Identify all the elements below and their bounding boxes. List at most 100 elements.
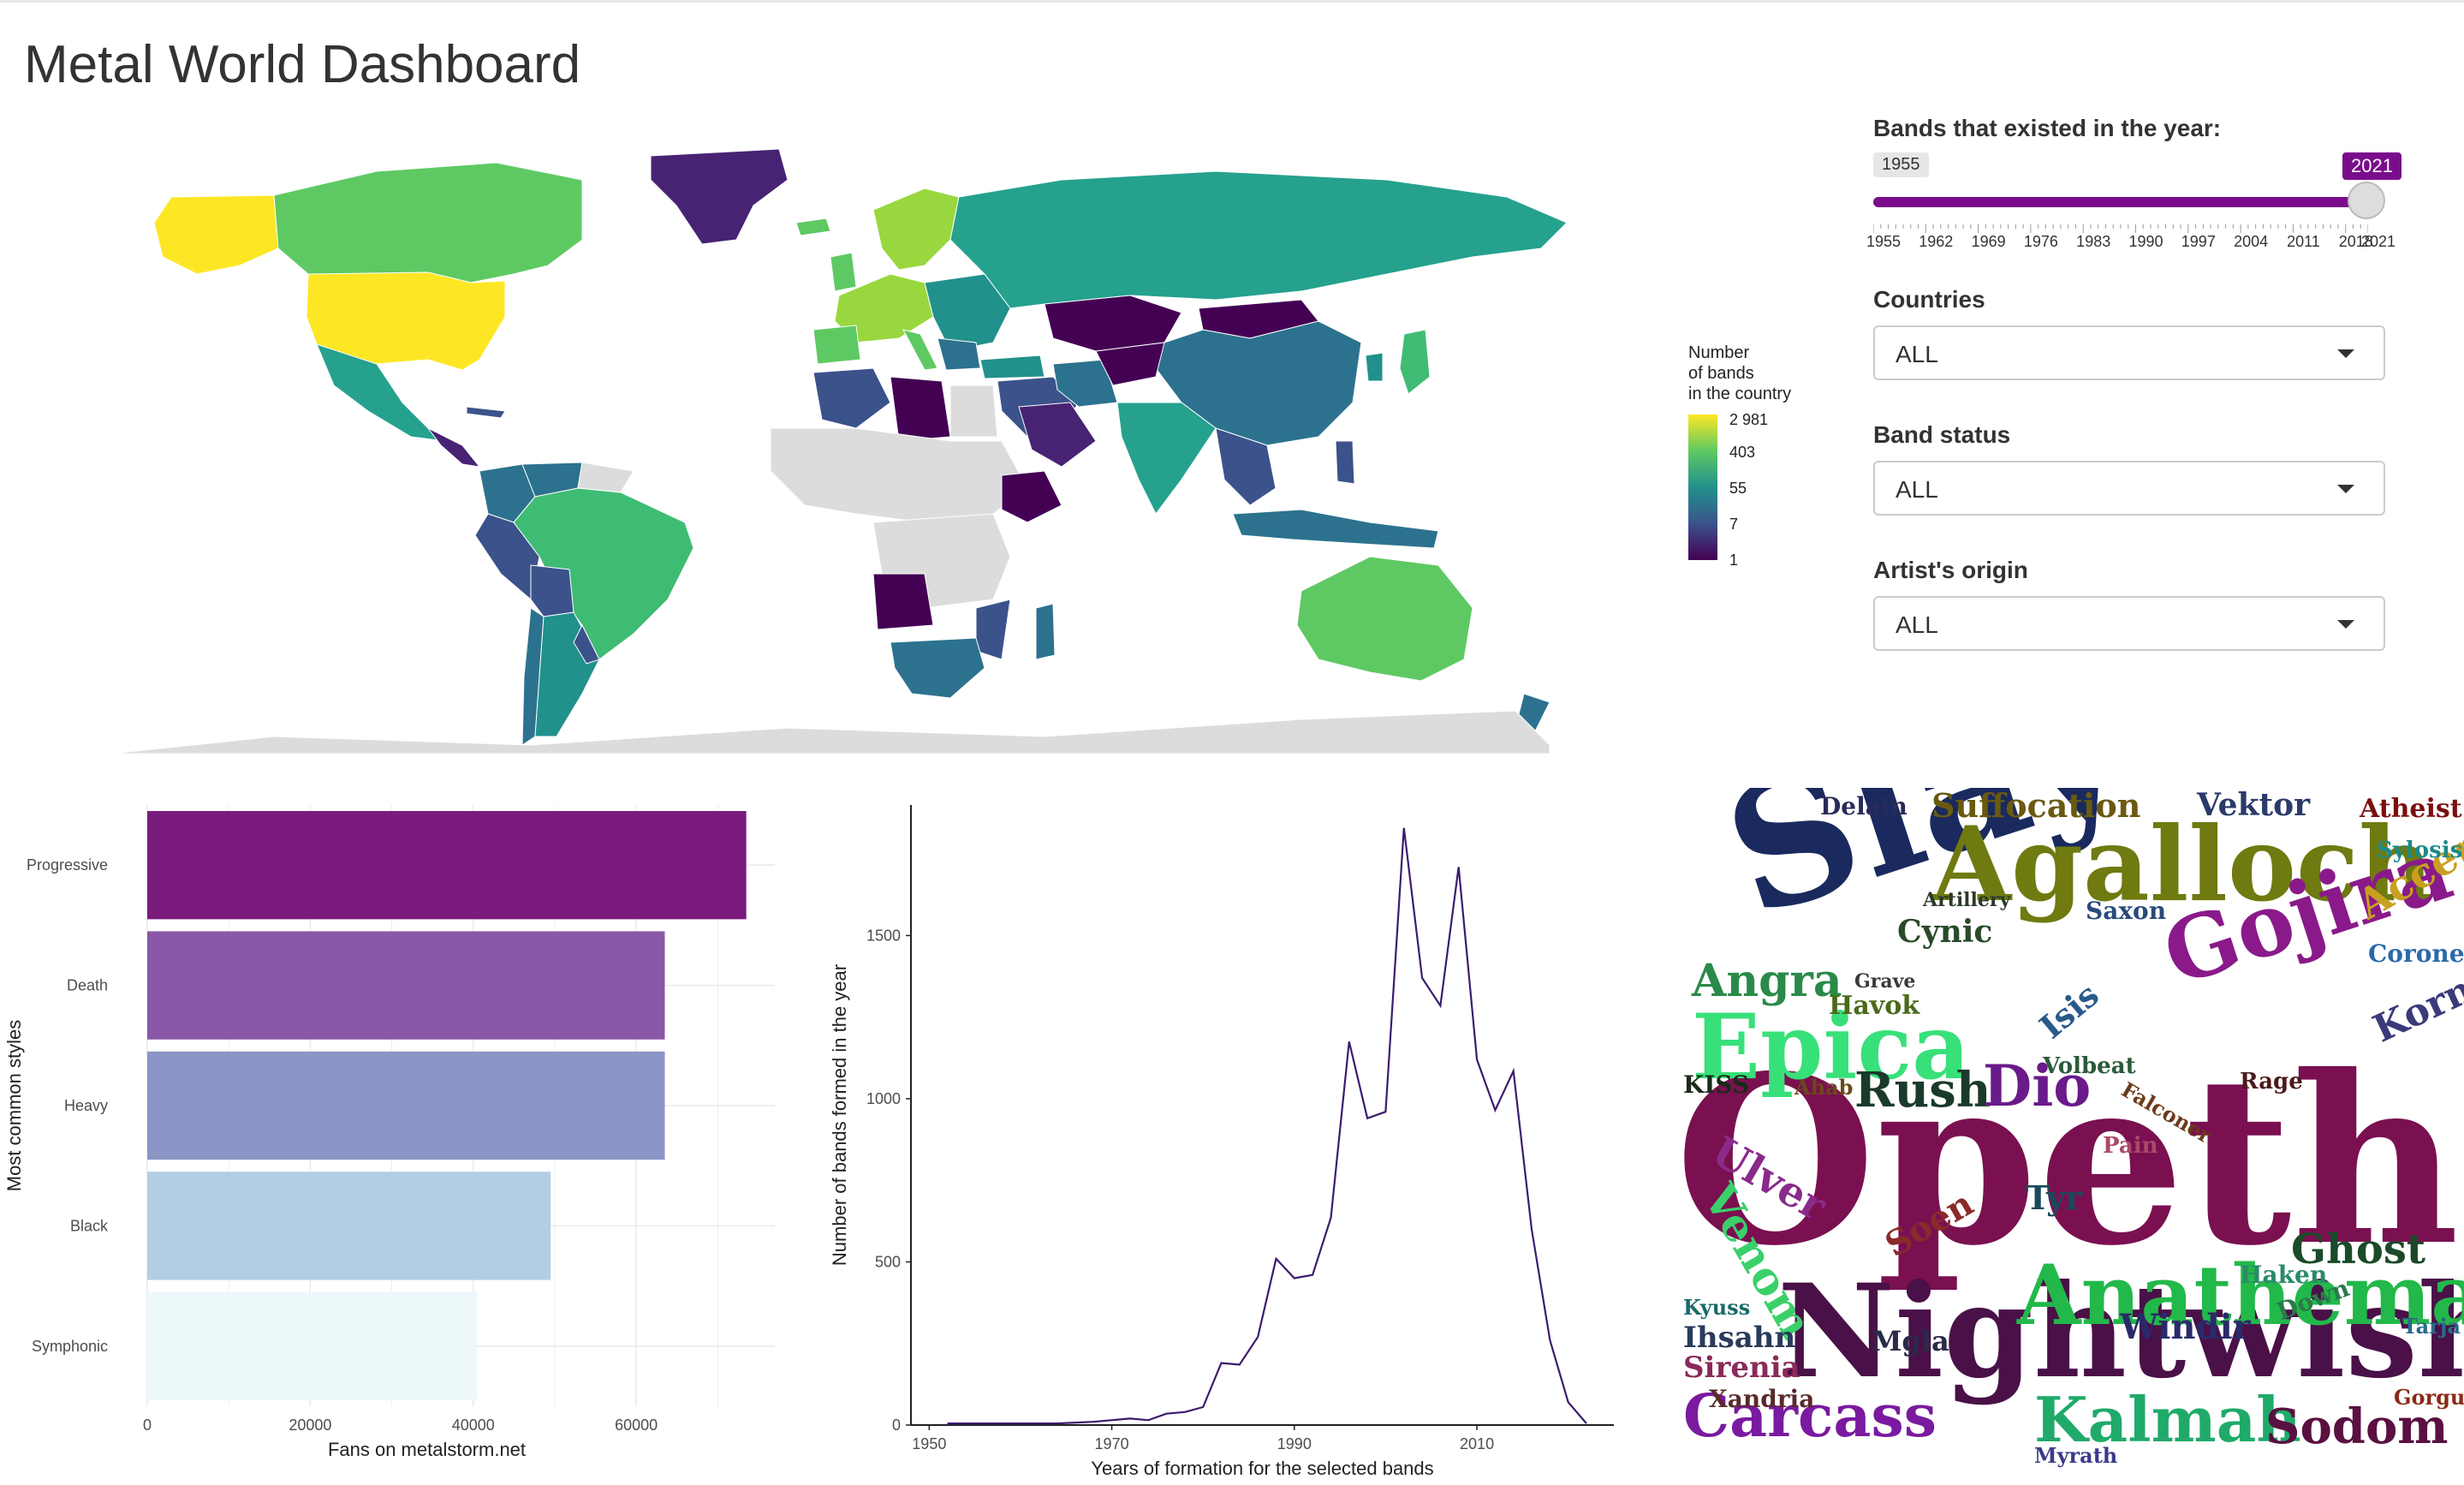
slider-max-badge: 2021 xyxy=(2342,152,2402,180)
country-sahel[interactable] xyxy=(770,427,1028,523)
page-title: Metal World Dashboard xyxy=(24,35,581,94)
country-indonesia[interactable] xyxy=(1232,509,1439,549)
band-status-select[interactable]: ALL xyxy=(1873,461,2385,516)
bar-x-tick: 60000 xyxy=(615,1416,658,1434)
country-scandinavia[interactable] xyxy=(872,188,960,271)
artist-origin-select[interactable]: ALL xyxy=(1873,596,2385,651)
slider-year-label: 1962 xyxy=(1919,233,1954,250)
top-border xyxy=(0,0,2464,3)
legend-color-bar xyxy=(1688,414,1717,560)
country-brazil[interactable] xyxy=(513,487,694,660)
legend-title-line-1: Number xyxy=(1688,343,1750,362)
country-saudi-arabia[interactable] xyxy=(1018,402,1097,468)
wordcloud-word: Cynic xyxy=(1897,914,1993,950)
country-southeast-asia[interactable] xyxy=(1215,427,1277,506)
country-alaska[interactable] xyxy=(153,194,279,275)
map-countries[interactable] xyxy=(110,148,1568,754)
country-greenland[interactable] xyxy=(650,148,789,245)
legend-tick: 55 xyxy=(1729,480,1747,497)
country-antarctica[interactable] xyxy=(110,710,1550,754)
bar-x-tick: 0 xyxy=(143,1416,152,1434)
band-status-label: Band status xyxy=(1873,421,2011,448)
country-iberia[interactable] xyxy=(812,325,861,365)
country-russia[interactable] xyxy=(949,170,1568,309)
legend-tick: 403 xyxy=(1729,444,1756,461)
world-choropleth-map[interactable] xyxy=(103,146,1601,754)
slider-year-label: 1955 xyxy=(1866,233,1902,250)
styles-bar-chart: Progressive Death Heavy Black Symphonic 0 2000… xyxy=(3,805,775,1460)
bar-category-label: Heavy xyxy=(64,1097,108,1114)
bar-symphonic xyxy=(147,1291,478,1400)
wordcloud-word: Coroner xyxy=(2368,939,2464,968)
bar-x-tick: 20000 xyxy=(289,1416,331,1434)
countries-select[interactable]: ALL xyxy=(1873,325,2385,380)
country-bolivia[interactable] xyxy=(530,564,574,617)
chevron-down-icon xyxy=(2337,485,2354,493)
line-x-tick: 2010 xyxy=(1460,1435,1494,1452)
wordcloud-word: Mgla xyxy=(1872,1325,1949,1357)
legend-title-line-2: of bands xyxy=(1688,364,1754,383)
country-guyanas[interactable] xyxy=(577,462,634,493)
country-india[interactable] xyxy=(1116,402,1217,515)
country-uruguay[interactable] xyxy=(573,623,600,665)
country-korea[interactable] xyxy=(1365,352,1384,382)
year-slider-label: Bands that existed in the year: xyxy=(1873,115,2222,141)
wordcloud-word: Vektor xyxy=(2197,788,2311,823)
wordcloud-word: Suffocation xyxy=(1931,788,2141,825)
country-uk[interactable] xyxy=(830,252,857,292)
bar-category-label: Progressive xyxy=(27,856,108,874)
year-range-slider[interactable]: 1955 2021 1955 1962 1969 1976 1983 1990 1997 20… xyxy=(1866,146,2402,265)
line-series xyxy=(947,827,1587,1425)
map-legend: Number of bands in the country 2 981 403… xyxy=(1688,343,1825,569)
country-iceland[interactable] xyxy=(795,218,831,236)
bar-heavy xyxy=(147,1051,665,1160)
slider-year-label: 1969 xyxy=(1971,233,2006,250)
wordcloud-word: Sylosis xyxy=(2377,838,2463,863)
slider-year-label: 2004 xyxy=(2234,233,2269,250)
wordcloud-word: Haken xyxy=(2240,1261,2328,1289)
country-libya[interactable] xyxy=(890,376,951,442)
wordcloud-word: Tyr xyxy=(2026,1178,2083,1217)
country-cuba[interactable] xyxy=(466,406,506,419)
country-australia[interactable] xyxy=(1296,556,1473,682)
line-y-tick: 500 xyxy=(875,1253,901,1270)
wordcloud-word: Volbeat xyxy=(2043,1053,2136,1079)
wordcloud-word: Myrath xyxy=(2034,1443,2118,1468)
country-iran[interactable] xyxy=(1052,359,1118,408)
wordcloud-word: Agalloch xyxy=(1931,804,2434,925)
wordcloud-word: Pain xyxy=(2103,1133,2158,1159)
country-japan[interactable] xyxy=(1399,329,1431,395)
formation-line-chart: 0 500 1000 1500 1950 1970 1990 2010 Years of for… xyxy=(829,805,1614,1479)
wordcloud-word: Rage xyxy=(2240,1069,2303,1094)
slider-handle[interactable] xyxy=(2348,182,2385,219)
country-central-asia[interactable] xyxy=(1095,342,1165,386)
country-canada[interactable] xyxy=(273,162,583,283)
country-italy[interactable] xyxy=(902,329,938,371)
country-turkey[interactable] xyxy=(979,355,1045,379)
chevron-down-icon xyxy=(2337,349,2354,358)
slider-year-label: 1983 xyxy=(2076,233,2111,250)
country-balkans[interactable] xyxy=(937,337,981,371)
country-south-africa[interactable] xyxy=(890,637,985,699)
legend-tick: 7 xyxy=(1729,516,1739,533)
countries-label: Countries xyxy=(1873,286,1985,313)
country-ethiopia[interactable] xyxy=(1001,470,1062,523)
country-north-africa[interactable] xyxy=(812,367,891,429)
country-western-europe[interactable] xyxy=(834,273,934,343)
country-central-america[interactable] xyxy=(427,427,481,468)
legend-tick: 2 981 xyxy=(1729,411,1769,428)
band-status-select-value: ALL xyxy=(1896,476,1938,503)
bar-x-tick: 40000 xyxy=(452,1416,495,1434)
country-mozambique[interactable] xyxy=(975,599,1011,660)
slider-track[interactable] xyxy=(1873,197,2368,207)
wordcloud-word: Carcass xyxy=(1683,1382,1937,1451)
country-angola[interactable] xyxy=(872,573,934,630)
country-egypt[interactable] xyxy=(949,385,998,438)
wordcloud-word: Delain xyxy=(1820,792,1908,820)
line-y-tick: 0 xyxy=(892,1416,901,1434)
country-china[interactable] xyxy=(1155,320,1362,446)
country-madagascar[interactable] xyxy=(1035,603,1056,660)
slider-year-label: 2011 xyxy=(2287,233,2320,250)
wordcloud-word: Havok xyxy=(1829,991,1920,1021)
country-philippines[interactable] xyxy=(1335,440,1355,485)
